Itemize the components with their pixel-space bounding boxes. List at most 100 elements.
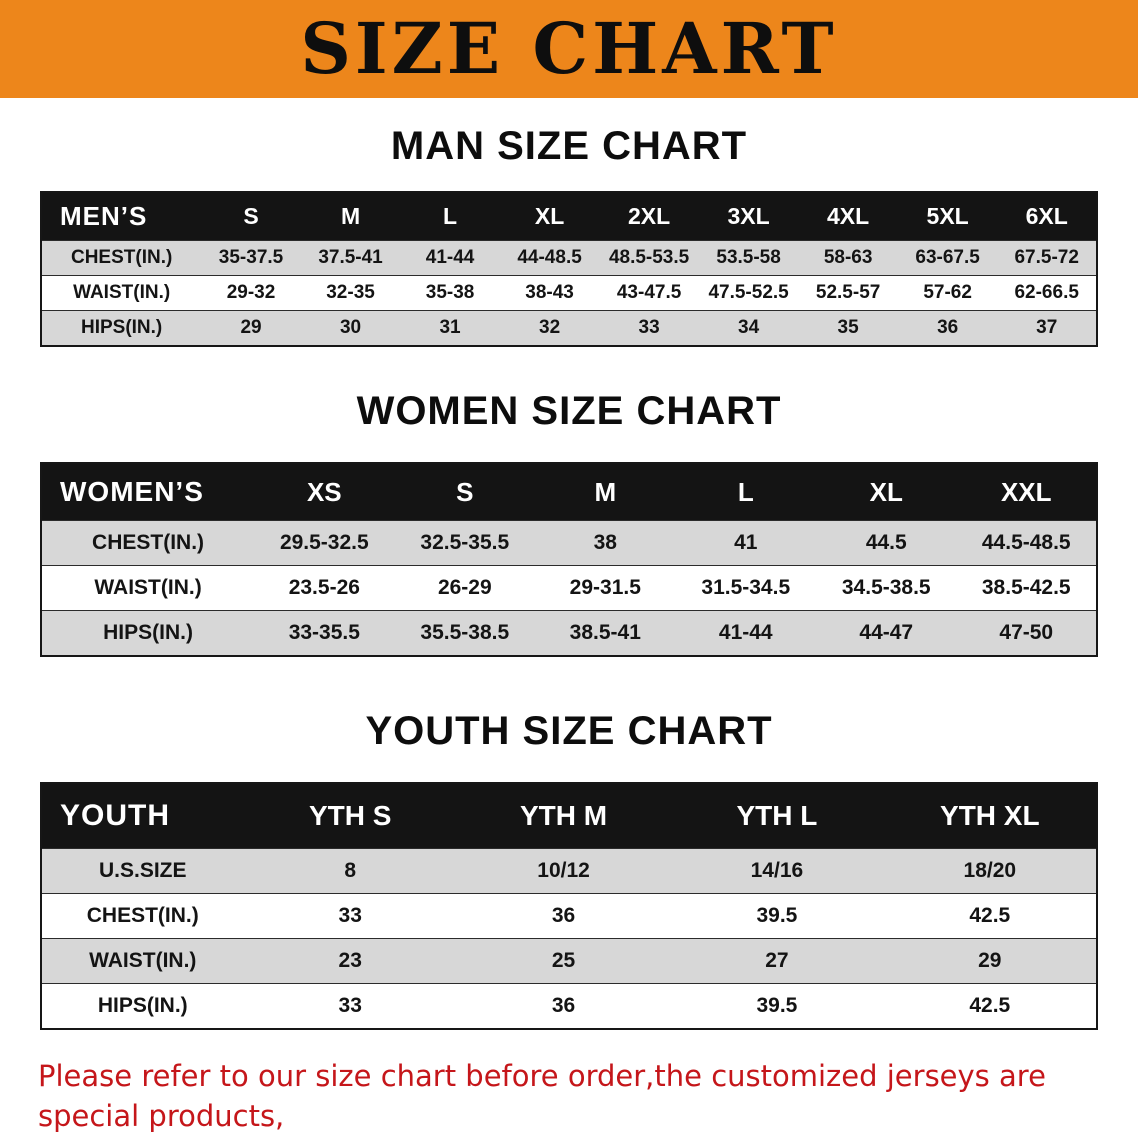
size-value-cell: 42.5 [883, 893, 1097, 939]
size-value-cell: 26-29 [394, 565, 536, 611]
size-value-cell: 38 [535, 520, 676, 566]
size-value-cell: 23 [243, 938, 457, 984]
size-value-cell: 36 [456, 893, 671, 939]
size-column-header: 6XL [997, 192, 1097, 241]
size-value-cell: 29-31.5 [535, 565, 676, 611]
size-value-cell: 47.5-52.5 [698, 275, 799, 311]
size-value-cell: 32-35 [300, 275, 401, 311]
size-value-cell: 44.5-48.5 [956, 520, 1097, 566]
size-value-cell: 14/16 [670, 848, 884, 894]
size-column-header: XL [816, 463, 957, 521]
row-label: HIPS(IN.) [41, 983, 244, 1029]
size-value-cell: 38.5-42.5 [956, 565, 1097, 611]
size-value-cell: 33 [599, 310, 699, 346]
size-value-cell: 23.5-26 [254, 565, 395, 611]
size-column-header: 2XL [599, 192, 699, 241]
table-group-label: MEN’S [41, 192, 202, 241]
size-value-cell: 34.5-38.5 [816, 565, 957, 611]
size-value-cell: 57-62 [897, 275, 998, 311]
size-column-header: 5XL [897, 192, 998, 241]
size-column-header: YTH S [243, 783, 457, 849]
size-value-cell: 31 [400, 310, 500, 346]
size-value-cell: 27 [670, 938, 884, 984]
size-value-cell: 43-47.5 [599, 275, 699, 311]
size-value-cell: 62-66.5 [997, 275, 1097, 311]
size-value-cell: 35-38 [400, 275, 500, 311]
size-value-cell: 35.5-38.5 [394, 610, 536, 656]
size-column-header: 3XL [698, 192, 799, 241]
row-label: U.S.SIZE [41, 848, 244, 894]
size-value-cell: 41-44 [400, 240, 500, 276]
size-value-cell: 58-63 [798, 240, 898, 276]
size-column-header: 4XL [798, 192, 898, 241]
size-column-header: L [675, 463, 817, 521]
size-value-cell: 41 [675, 520, 817, 566]
size-value-cell: 32.5-35.5 [394, 520, 536, 566]
table-header-row: WOMEN’S XS S M L XL XXL [41, 463, 1097, 521]
size-column-header: S [201, 192, 301, 241]
size-value-cell: 37.5-41 [300, 240, 401, 276]
table-row: WAIST(IN.) 23 25 27 29 [41, 938, 1097, 984]
size-column-header: XS [254, 463, 395, 521]
row-label: CHEST(IN.) [41, 893, 244, 939]
size-column-header: M [535, 463, 676, 521]
section-heading-man: MAN SIZE CHART [390, 124, 748, 168]
row-label: WAIST(IN.) [41, 565, 255, 611]
table-row: WAIST(IN.) 29-32 32-35 35-38 38-43 43-47.5 47.… [41, 275, 1097, 311]
women-size-table: WOMEN’S XS S M L XL XXL CHEST(IN.) 29.5-32.5 32.5… [40, 462, 1098, 657]
size-value-cell: 38-43 [499, 275, 600, 311]
size-column-header: YTH M [456, 783, 671, 849]
section-heading-women: WOMEN SIZE CHART [356, 389, 782, 433]
table-group-label: YOUTH [41, 783, 244, 849]
size-value-cell: 53.5-58 [698, 240, 799, 276]
disclaimer-line-1: Please refer to our size chart before or… [38, 1059, 1046, 1132]
table-row: HIPS(IN.) 29 30 31 32 33 34 35 36 37 [41, 310, 1097, 346]
size-column-header: YTH XL [883, 783, 1097, 849]
size-value-cell: 48.5-53.5 [599, 240, 699, 276]
table-row: U.S.SIZE 8 10/12 14/16 18/20 [41, 848, 1097, 894]
section-heading-youth: YOUTH SIZE CHART [365, 709, 773, 753]
size-value-cell: 32 [499, 310, 600, 346]
size-value-cell: 31.5-34.5 [675, 565, 817, 611]
size-value-cell: 52.5-57 [798, 275, 898, 311]
size-value-cell: 36 [456, 983, 671, 1029]
row-label: HIPS(IN.) [41, 310, 202, 346]
table-group-label: WOMEN’S [41, 463, 255, 521]
size-column-header: S [394, 463, 536, 521]
table-header-row: MEN’S S M L XL 2XL 3XL 4XL 5XL 6XL [41, 192, 1097, 241]
size-column-header: YTH L [670, 783, 884, 849]
size-value-cell: 44.5 [816, 520, 957, 566]
size-value-cell: 35-37.5 [201, 240, 301, 276]
table-header-row: YOUTH YTH S YTH M YTH L YTH XL [41, 783, 1097, 849]
table-row: HIPS(IN.) 33-35.5 35.5-38.5 38.5-41 41-44 44-… [41, 610, 1097, 656]
size-value-cell: 63-67.5 [897, 240, 998, 276]
table-row: HIPS(IN.) 33 36 39.5 42.5 [41, 983, 1097, 1029]
table-row: CHEST(IN.) 35-37.5 37.5-41 41-44 44-48.5 48.5… [41, 240, 1097, 276]
table-row: CHEST(IN.) 29.5-32.5 32.5-35.5 38 41 44.5 44.5… [41, 520, 1097, 566]
table-row: WAIST(IN.) 23.5-26 26-29 29-31.5 31.5-34.5 34… [41, 565, 1097, 611]
size-value-cell: 33 [243, 983, 457, 1029]
size-column-header: M [300, 192, 401, 241]
size-value-cell: 44-47 [816, 610, 957, 656]
disclaimer-note: Please refer to our size chart before or… [38, 1056, 1100, 1132]
size-value-cell: 44-48.5 [499, 240, 600, 276]
page-title: SIZE CHART [300, 7, 838, 90]
size-value-cell: 38.5-41 [535, 610, 676, 656]
row-label: WAIST(IN.) [41, 938, 244, 984]
size-value-cell: 41-44 [675, 610, 817, 656]
size-value-cell: 29-32 [201, 275, 301, 311]
row-label: CHEST(IN.) [41, 240, 202, 276]
size-value-cell: 30 [300, 310, 401, 346]
size-value-cell: 47-50 [956, 610, 1097, 656]
size-value-cell: 36 [897, 310, 998, 346]
row-label: CHEST(IN.) [41, 520, 255, 566]
size-value-cell: 33 [243, 893, 457, 939]
size-value-cell: 29 [201, 310, 301, 346]
size-value-cell: 29 [883, 938, 1097, 984]
size-value-cell: 33-35.5 [254, 610, 395, 656]
size-column-header: L [400, 192, 500, 241]
size-value-cell: 35 [798, 310, 898, 346]
table-row: CHEST(IN.) 33 36 39.5 42.5 [41, 893, 1097, 939]
size-value-cell: 39.5 [670, 983, 884, 1029]
